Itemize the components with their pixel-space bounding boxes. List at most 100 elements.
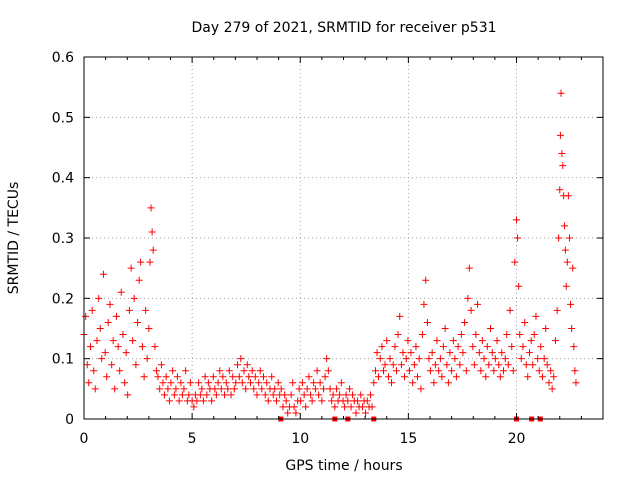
data-point <box>103 373 111 381</box>
data-point <box>328 397 336 405</box>
data-point <box>91 385 99 393</box>
data-point <box>175 397 183 405</box>
data-point <box>480 355 488 363</box>
data-point <box>454 343 462 351</box>
data-point <box>243 361 251 369</box>
data-point <box>318 397 326 405</box>
x-tick-label: 0 <box>80 431 89 447</box>
data-point <box>177 379 185 387</box>
data-point <box>315 391 323 399</box>
x-tick-label: 10 <box>291 431 309 447</box>
data-point <box>400 373 408 381</box>
data-point <box>376 355 384 363</box>
data-point <box>410 361 418 369</box>
data-point <box>290 403 298 411</box>
data-point <box>159 379 167 387</box>
data-point <box>198 385 206 393</box>
data-point <box>467 306 475 314</box>
data-point <box>208 397 216 405</box>
data-point <box>538 373 546 381</box>
data-point <box>137 258 145 266</box>
data-point <box>112 312 120 320</box>
data-point <box>160 391 168 399</box>
data-point <box>224 385 232 393</box>
data-point <box>237 355 245 363</box>
data-point <box>295 385 303 393</box>
data-point <box>230 385 238 393</box>
data-point <box>490 367 498 375</box>
data-point <box>324 367 332 375</box>
data-point <box>498 349 506 357</box>
data-point <box>557 89 565 97</box>
data-point <box>172 385 180 393</box>
data-point <box>435 367 443 375</box>
data-point <box>488 349 496 357</box>
data-point <box>504 361 512 369</box>
data-point <box>282 397 290 405</box>
data-point <box>571 367 579 375</box>
data-point <box>543 361 551 369</box>
data-point <box>530 331 538 339</box>
data-point <box>264 397 272 405</box>
data-point <box>101 349 109 357</box>
data-point <box>397 361 405 369</box>
data-point <box>222 379 230 387</box>
data-point <box>357 391 365 399</box>
data-point <box>82 312 90 320</box>
data-point <box>173 373 181 381</box>
data-point <box>433 337 441 345</box>
data-point <box>303 385 311 393</box>
data-point <box>370 379 378 387</box>
x-axis-label: GPS time / hours <box>285 458 402 474</box>
data-point <box>284 409 292 417</box>
data-point <box>391 343 399 351</box>
data-point <box>548 385 556 393</box>
data-point <box>402 355 410 363</box>
data-point <box>180 385 188 393</box>
data-point <box>190 403 198 411</box>
data-point <box>336 391 344 399</box>
y-tick-label: 0.6 <box>52 50 74 66</box>
data-point <box>551 337 559 345</box>
data-point <box>516 331 524 339</box>
data-point <box>462 367 470 375</box>
y-tick-label: 0 <box>65 412 74 428</box>
data-point <box>363 397 371 405</box>
data-point <box>547 367 555 375</box>
data-point <box>418 331 426 339</box>
data-point <box>242 385 250 393</box>
data-point <box>407 349 415 357</box>
data-point <box>320 385 328 393</box>
data-point <box>534 355 542 363</box>
data-point <box>209 373 217 381</box>
data-point <box>132 361 140 369</box>
data-point <box>95 294 103 302</box>
data-point <box>193 397 201 405</box>
data-point <box>204 379 212 387</box>
data-point <box>457 331 465 339</box>
data-point <box>396 312 404 320</box>
data-point <box>556 186 564 194</box>
data-point <box>83 361 91 369</box>
data-point <box>487 325 495 332</box>
data-point <box>333 385 341 393</box>
data-point <box>235 373 243 381</box>
data-point <box>443 361 451 369</box>
data-point <box>561 222 569 230</box>
data-point <box>346 385 354 393</box>
data-point <box>496 373 504 381</box>
data-point <box>354 397 362 405</box>
data-point <box>162 373 170 381</box>
data-point <box>203 391 211 399</box>
data-point <box>98 355 106 363</box>
data-point <box>258 385 266 393</box>
data-point <box>88 306 96 314</box>
data-point <box>461 318 469 326</box>
data-point <box>378 343 386 351</box>
data-point <box>441 325 449 332</box>
data-point <box>185 391 193 399</box>
data-point <box>323 355 331 363</box>
data-point <box>359 403 367 411</box>
data-point <box>143 355 151 363</box>
data-point <box>86 343 94 351</box>
